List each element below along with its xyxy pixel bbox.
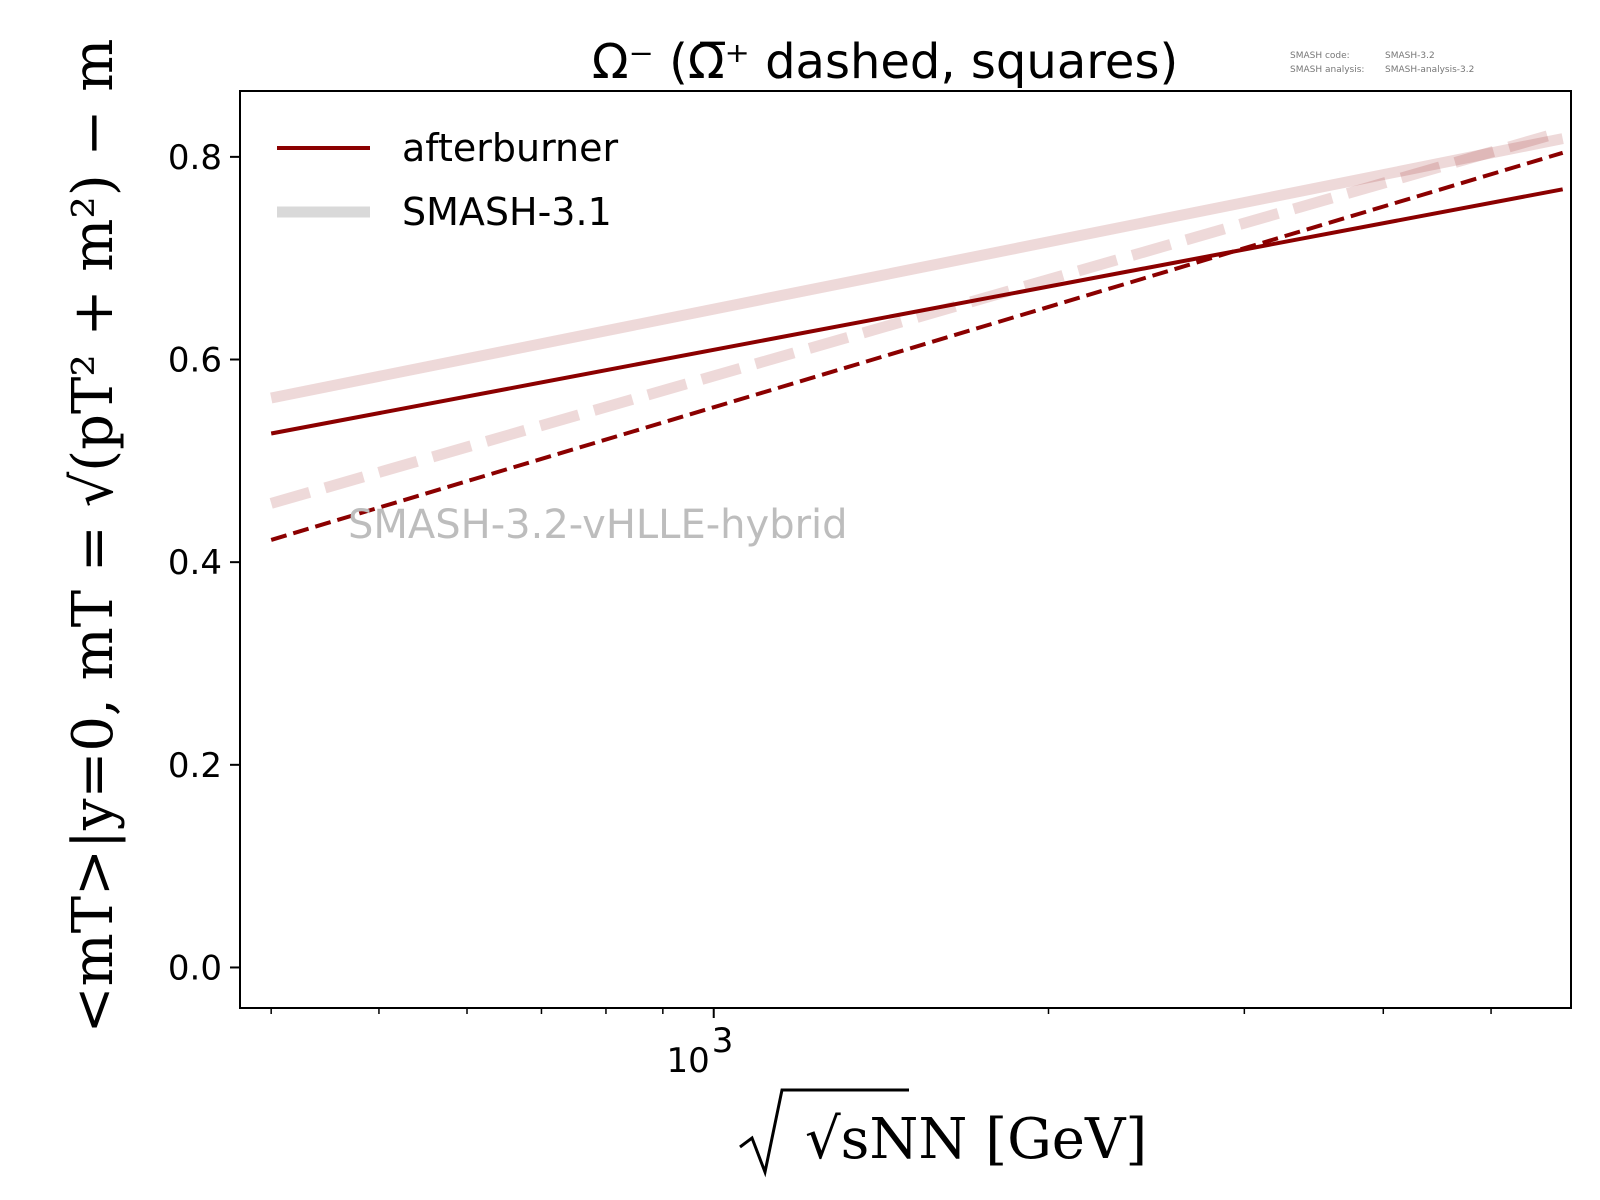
- plot-area: 0.0 0.2 0.4 0.6 0.8 10 3: [168, 126, 1565, 1081]
- x-tick-label-base: 10: [666, 1041, 709, 1081]
- x-tick-label-exponent: 3: [712, 1021, 734, 1061]
- meta-code-label: SMASH code:: [1290, 51, 1350, 61]
- legend-label-smash-3-1: SMASH-3.1: [402, 190, 612, 234]
- series-line-dashed-reference: [269, 126, 1565, 509]
- watermark: SMASH-3.2-vHLLE-hybrid: [348, 502, 848, 548]
- meta-code-value: SMASH-3.2: [1385, 51, 1435, 61]
- chart-title: Ω⁻ (Ω̅⁺ dashed, squares): [592, 34, 1178, 90]
- y-tick-label: 0.0: [168, 948, 222, 988]
- y-tick-label: 0.8: [168, 138, 222, 178]
- x-axis-label-text: √sNN [GeV]: [805, 1107, 1147, 1172]
- meta-analysis-value: SMASH-analysis-3.2: [1385, 65, 1474, 75]
- legend: afterburner SMASH-3.1: [277, 126, 619, 234]
- plot-frame: [239, 90, 1572, 1009]
- series-line-dashed-afterburner: [270, 150, 1564, 542]
- y-tick-label: 0.6: [168, 341, 222, 381]
- y-axis-label: <mT>|y=0, mT = √(pT² + m²) − m: [61, 39, 126, 1034]
- x-axis-label: √sNN [GeV]: [739, 1088, 1147, 1178]
- meta-analysis-label: SMASH analysis:: [1290, 65, 1364, 75]
- series-line-solid-afterburner: [270, 187, 1564, 436]
- y-axis-label-text: <mT>|y=0, mT = √(pT² + m²) − m: [61, 39, 126, 1034]
- series-line-solid-reference: [270, 133, 1564, 404]
- y-tick-label: 0.2: [168, 746, 222, 786]
- y-tick-label: 0.4: [168, 543, 222, 583]
- legend-label-afterburner: afterburner: [402, 126, 619, 170]
